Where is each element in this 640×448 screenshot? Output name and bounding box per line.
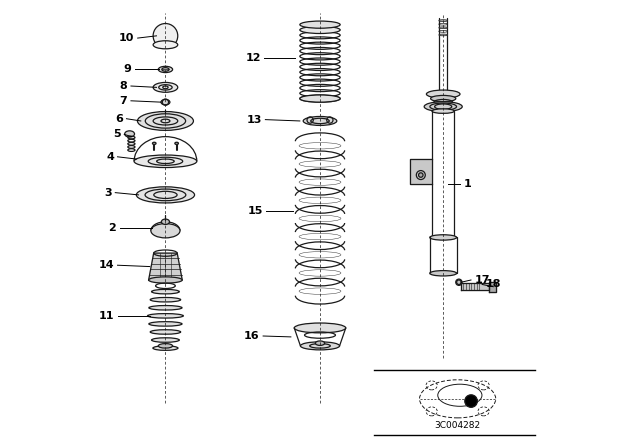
Text: 13: 13 xyxy=(246,115,262,125)
Ellipse shape xyxy=(426,90,460,98)
Ellipse shape xyxy=(136,187,195,203)
Ellipse shape xyxy=(148,277,182,283)
Text: 3: 3 xyxy=(104,188,111,198)
Ellipse shape xyxy=(430,271,456,276)
Text: 3C004282: 3C004282 xyxy=(435,421,481,430)
Text: 9: 9 xyxy=(123,65,131,74)
Circle shape xyxy=(465,395,477,407)
Ellipse shape xyxy=(152,142,156,144)
Text: 14: 14 xyxy=(99,260,114,270)
Ellipse shape xyxy=(300,95,340,102)
Ellipse shape xyxy=(439,34,447,36)
Ellipse shape xyxy=(149,322,182,326)
Ellipse shape xyxy=(153,346,178,350)
Ellipse shape xyxy=(439,20,447,22)
Text: 2: 2 xyxy=(108,224,116,233)
Ellipse shape xyxy=(150,330,180,334)
Ellipse shape xyxy=(150,297,180,302)
Polygon shape xyxy=(148,253,182,280)
Text: 17: 17 xyxy=(474,275,490,285)
Ellipse shape xyxy=(300,21,340,28)
Ellipse shape xyxy=(161,219,170,224)
Ellipse shape xyxy=(431,95,456,102)
Ellipse shape xyxy=(152,289,179,294)
Ellipse shape xyxy=(456,279,462,285)
Ellipse shape xyxy=(300,342,340,350)
Text: 6: 6 xyxy=(115,114,123,124)
Ellipse shape xyxy=(125,131,134,137)
Ellipse shape xyxy=(138,112,193,130)
Text: 8: 8 xyxy=(120,81,127,91)
Polygon shape xyxy=(489,282,496,292)
Ellipse shape xyxy=(316,341,324,345)
Text: 16: 16 xyxy=(244,331,260,341)
Ellipse shape xyxy=(151,224,180,238)
Ellipse shape xyxy=(439,27,447,29)
Polygon shape xyxy=(461,283,489,290)
Ellipse shape xyxy=(432,109,454,113)
Ellipse shape xyxy=(175,142,179,144)
Text: 5: 5 xyxy=(113,129,120,139)
Ellipse shape xyxy=(424,102,462,112)
Polygon shape xyxy=(410,159,432,184)
Text: 18: 18 xyxy=(486,280,501,289)
Text: 11: 11 xyxy=(99,311,114,321)
Text: 10: 10 xyxy=(118,33,134,43)
Text: 15: 15 xyxy=(247,206,262,215)
Ellipse shape xyxy=(300,95,340,102)
Ellipse shape xyxy=(294,323,346,333)
Ellipse shape xyxy=(152,338,179,342)
Text: 7: 7 xyxy=(120,96,127,106)
Text: 1: 1 xyxy=(463,179,471,189)
Ellipse shape xyxy=(419,173,423,177)
Ellipse shape xyxy=(430,235,456,240)
Ellipse shape xyxy=(149,306,182,310)
Ellipse shape xyxy=(161,99,170,105)
Ellipse shape xyxy=(158,344,173,348)
Ellipse shape xyxy=(153,41,178,49)
Ellipse shape xyxy=(134,155,197,168)
Text: 4: 4 xyxy=(106,152,114,162)
Ellipse shape xyxy=(303,116,337,125)
Ellipse shape xyxy=(153,23,178,48)
Ellipse shape xyxy=(153,82,178,92)
Text: 12: 12 xyxy=(245,53,261,63)
Ellipse shape xyxy=(158,66,173,73)
Ellipse shape xyxy=(147,314,183,318)
Ellipse shape xyxy=(300,26,340,34)
